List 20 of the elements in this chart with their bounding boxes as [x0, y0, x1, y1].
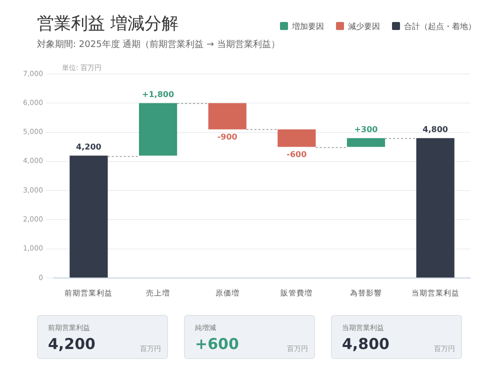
text: 4,200 — [48, 335, 96, 353]
data-label: +1,800 — [142, 90, 174, 100]
bar — [70, 156, 108, 278]
bar — [346, 138, 386, 147]
data-label: 4,800 — [422, 125, 448, 134]
chart-title: 営業利益 増減分解 — [37, 13, 178, 35]
text: 4,800 — [342, 335, 390, 353]
legend-label: 増加要因 — [291, 21, 324, 32]
chart-subtitle: 対象期間: 2025年度 通期（前期営業利益 → 当期営業利益） — [37, 38, 280, 51]
data-label: -600 — [286, 150, 308, 159]
legend-label: 合計（起点・着地） — [403, 21, 476, 32]
data-label: +300 — [354, 125, 378, 134]
data-label: -900 — [217, 132, 238, 142]
bar — [138, 103, 178, 156]
text: +600 — [195, 335, 239, 353]
bar — [208, 103, 246, 130]
bar — [278, 129, 316, 147]
data-label: 4,200 — [76, 142, 102, 152]
bar — [416, 138, 454, 278]
legend-label: 減少要因 — [347, 21, 380, 32]
